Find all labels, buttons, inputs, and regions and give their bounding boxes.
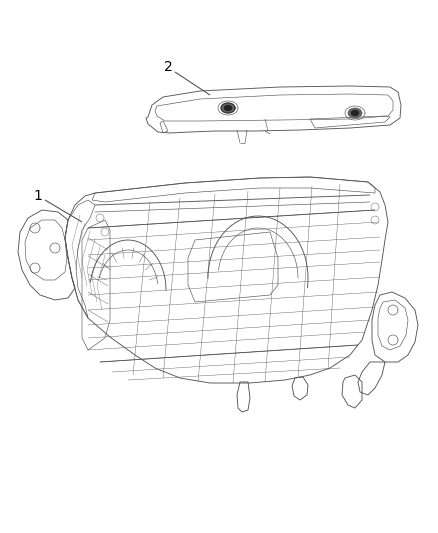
Text: 1: 1	[34, 189, 42, 203]
Ellipse shape	[348, 108, 362, 118]
Ellipse shape	[221, 103, 235, 113]
Ellipse shape	[351, 110, 359, 116]
Text: 2: 2	[164, 60, 173, 74]
Ellipse shape	[224, 105, 232, 111]
